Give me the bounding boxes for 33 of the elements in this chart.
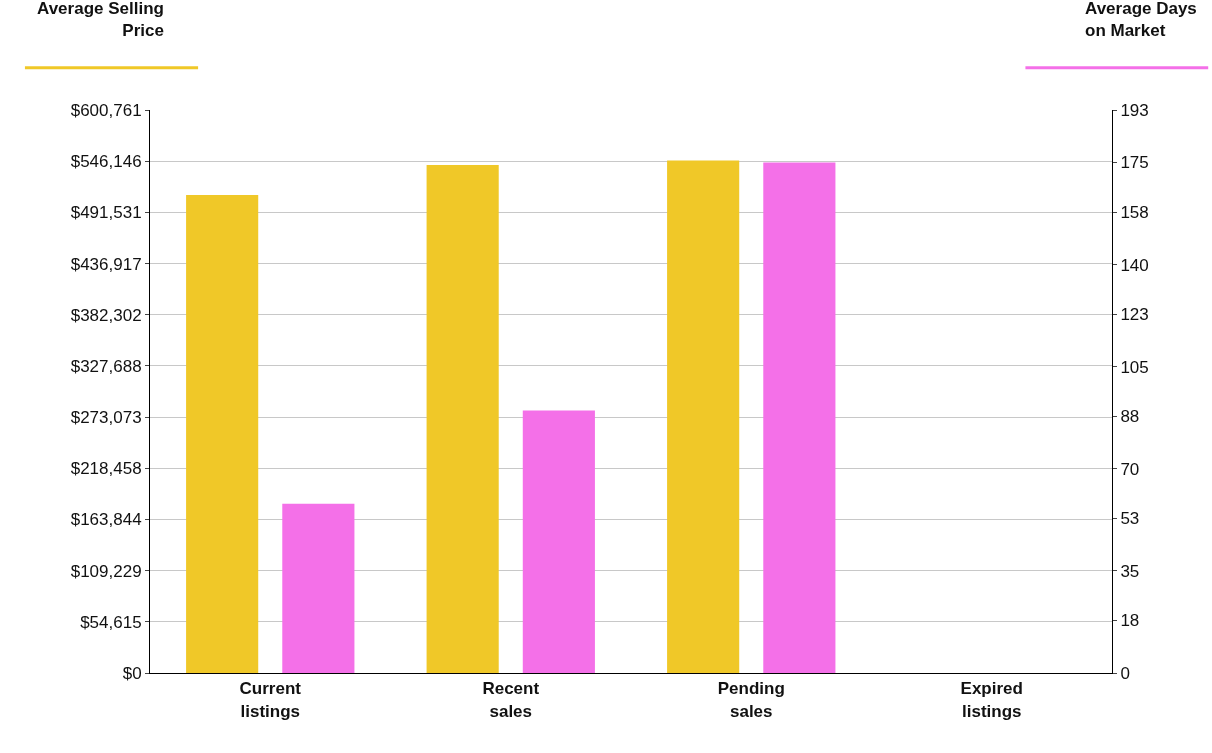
- y2-tick-label: 88: [1120, 407, 1140, 427]
- y2-axis-title: Average Days on Market: [1085, 0, 1197, 41]
- y2-tick-label: 105: [1120, 357, 1149, 377]
- y-tick-label: $436,917: [70, 254, 142, 274]
- y2-tick-label: 35: [1120, 561, 1140, 581]
- bar: [522, 410, 595, 673]
- bar: [763, 162, 836, 673]
- y2-tick-label: 175: [1120, 153, 1149, 173]
- y-tick-label: $327,688: [70, 356, 142, 376]
- y2-tick-label: 70: [1120, 459, 1140, 479]
- y2-tick-label: 123: [1120, 305, 1149, 325]
- bar: [282, 503, 355, 673]
- y-tick-label: $109,229: [70, 561, 142, 581]
- y-axis-title: Average Selling Price: [37, 0, 164, 41]
- y2-tick-label: 140: [1120, 255, 1149, 275]
- x-tick-label: Expired listings: [960, 679, 1023, 721]
- y-tick-label: $382,302: [70, 305, 142, 325]
- y-tick-label: $54,615: [80, 612, 142, 632]
- y2-tick-label: 158: [1120, 203, 1149, 223]
- y-tick-label: $491,531: [70, 203, 142, 223]
- y2-tick-label: 53: [1120, 509, 1140, 529]
- x-tick-label: Pending sales: [717, 679, 785, 721]
- y-tick-label: $546,146: [70, 152, 142, 172]
- y-tick-label: $163,844: [70, 510, 142, 530]
- y-tick-label: $273,073: [70, 408, 142, 428]
- y2-tick-label: 18: [1120, 611, 1140, 631]
- x-tick-label: Recent sales: [482, 679, 540, 721]
- y2-tick-label: 0: [1120, 663, 1130, 683]
- y-tick-label: $600,761: [70, 100, 142, 120]
- y2-tick-label: 193: [1120, 100, 1149, 120]
- y-tick-label: $0: [122, 663, 142, 683]
- y-tick-label: $218,458: [70, 459, 142, 479]
- x-tick-label: Current listings: [239, 679, 302, 721]
